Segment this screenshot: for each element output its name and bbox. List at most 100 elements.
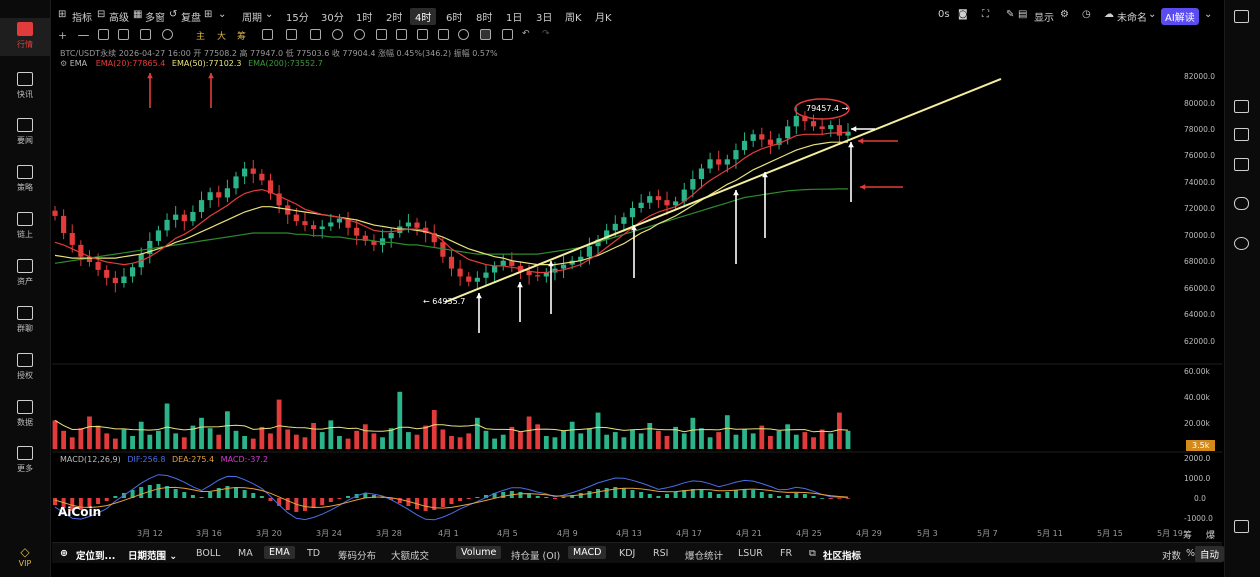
ema-settings-icon[interactable]: ⚙ xyxy=(60,59,68,68)
interval-8h[interactable]: 8时 xyxy=(476,13,493,24)
indicator-ema[interactable]: EMA xyxy=(264,546,295,559)
vip-button[interactable]: ◇ VIP xyxy=(0,545,50,568)
clock-icon[interactable]: ◷ xyxy=(1082,9,1091,20)
redo-icon[interactable]: ↷ xyxy=(542,29,550,39)
main-chart-toggle[interactable]: 主 xyxy=(196,32,206,42)
lock-icon[interactable] xyxy=(417,29,428,40)
sidebar-item-headlines[interactable]: 要闻 xyxy=(0,118,50,146)
undo-icon[interactable]: ↶ xyxy=(522,29,530,39)
chips-toggle[interactable]: 筹 xyxy=(237,32,247,42)
indicator-volume[interactable]: Volume xyxy=(456,546,502,559)
grid-icon[interactable] xyxy=(1234,520,1249,533)
fullscreen-icon[interactable]: ⛶ xyxy=(982,9,989,20)
crosshair-icon[interactable]: + xyxy=(58,29,68,42)
candle xyxy=(302,221,308,226)
restore-button[interactable]: 复盘 xyxy=(181,13,201,24)
pen-icon[interactable] xyxy=(376,29,387,40)
date-range-button[interactable]: 日期范围 ⌄ xyxy=(128,551,178,562)
percent-toggle[interactable]: % xyxy=(1186,548,1196,559)
interval-3d[interactable]: 3日 xyxy=(536,13,553,24)
cloud-icon[interactable]: ☁ xyxy=(1104,9,1114,20)
target-icon[interactable] xyxy=(458,29,469,40)
advanced-button[interactable]: 高级 xyxy=(109,13,129,24)
indicator-chip-distribution[interactable]: 筹码分布 xyxy=(338,551,377,562)
sidebar-item-strategy[interactable]: 策略 xyxy=(0,165,50,193)
sidebar-item-news-flash[interactable]: 快讯 xyxy=(0,72,50,100)
bot-icon[interactable] xyxy=(1234,197,1249,210)
trash-icon[interactable] xyxy=(502,29,513,40)
link-icon[interactable] xyxy=(310,29,321,40)
indicator-macd[interactable]: MACD xyxy=(568,546,607,559)
grid-icon[interactable]: ⊞ xyxy=(204,9,213,20)
filter-icon[interactable] xyxy=(480,29,491,40)
indicator-td[interactable]: TD xyxy=(307,548,321,559)
chevron-down-icon[interactable] xyxy=(162,29,173,40)
chevron-down-icon[interactable]: ⌄ xyxy=(1204,9,1213,20)
display-button[interactable]: 显示 xyxy=(1034,13,1054,24)
channel-icon[interactable] xyxy=(118,29,129,40)
indicator-kdj[interactable]: KDJ xyxy=(619,548,636,559)
link-icon[interactable] xyxy=(1234,237,1249,250)
interval-4h[interactable]: 4时 xyxy=(410,8,437,25)
layout-name[interactable]: 未命名 xyxy=(1117,13,1147,24)
sidebar-item-chain[interactable]: 链上 xyxy=(0,212,50,240)
sidebar-item-data[interactable]: 数据 xyxy=(0,400,50,428)
indicators-button[interactable]: 指标 xyxy=(72,13,92,24)
panel-icon[interactable] xyxy=(1234,10,1249,23)
eye-icon[interactable] xyxy=(396,29,407,40)
chevron-down-icon[interactable]: ⌄ xyxy=(265,9,274,20)
interval-15m[interactable]: 15分 xyxy=(286,13,309,24)
indicator-liquidation[interactable]: 爆仓统计 xyxy=(685,551,724,562)
list-icon[interactable] xyxy=(1234,128,1249,141)
orderbook-icon[interactable] xyxy=(1234,100,1249,113)
community-indicators-button[interactable]: 社区指标 xyxy=(823,551,862,562)
liquidation-panel-toggle[interactable]: 爆 xyxy=(1206,531,1216,541)
indicator-large-trades[interactable]: 大额成交 xyxy=(391,551,430,562)
magnet-icon[interactable] xyxy=(332,29,343,40)
sidebar-item-auth[interactable]: 授权 xyxy=(0,353,50,381)
edit-icon[interactable]: ✎ xyxy=(1006,9,1015,20)
fib-icon[interactable] xyxy=(140,29,151,40)
ai-analysis-button[interactable]: AI解读 xyxy=(1161,8,1199,25)
large-toggle[interactable]: 大 xyxy=(217,32,227,42)
multi-window-button[interactable]: 多窗 xyxy=(145,13,165,24)
sidebar-label: 快讯 xyxy=(17,90,33,99)
layers-icon[interactable] xyxy=(1234,158,1249,171)
camera-icon[interactable]: ◙ xyxy=(958,9,968,20)
settings-icon[interactable]: ⚙ xyxy=(1060,9,1069,20)
interval-2h[interactable]: 2时 xyxy=(386,13,403,24)
copy-icon[interactable] xyxy=(286,29,297,40)
chips-panel-toggle[interactable]: 筹 xyxy=(1183,531,1193,541)
log-scale-toggle[interactable]: 对数 xyxy=(1162,551,1182,562)
indicator-lsur[interactable]: LSUR xyxy=(738,548,763,559)
indicator-boll[interactable]: BOLL xyxy=(196,548,221,559)
sidebar-item-market[interactable]: 行情 xyxy=(0,18,50,56)
line-icon[interactable] xyxy=(78,35,89,36)
locate-button[interactable]: 定位到... xyxy=(76,551,116,562)
sidebar-item-more[interactable]: 更多 xyxy=(0,446,50,474)
save-icon[interactable] xyxy=(438,29,449,40)
period-button[interactable]: 周期 xyxy=(242,13,262,24)
volume-bar xyxy=(69,437,75,449)
interval-6h[interactable]: 6时 xyxy=(446,13,463,24)
sidebar-item-assets[interactable]: 资产 xyxy=(0,259,50,287)
indicator-ma[interactable]: MA xyxy=(238,548,253,559)
indicator-rsi[interactable]: RSI xyxy=(653,548,669,559)
interval-30m[interactable]: 30分 xyxy=(321,13,344,24)
sidebar-item-chat[interactable]: 群聊 xyxy=(0,306,50,334)
layout-icon[interactable]: ▤ xyxy=(1018,9,1028,20)
interval-1h[interactable]: 1时 xyxy=(356,13,373,24)
chevron-down-icon[interactable]: ⌄ xyxy=(1148,9,1157,20)
interval-month[interactable]: 月K xyxy=(595,13,612,24)
interval-1d[interactable]: 1日 xyxy=(506,13,523,24)
indicator-fr[interactable]: FR xyxy=(780,548,793,559)
hline-icon[interactable] xyxy=(98,29,109,40)
chevron-down-icon[interactable]: ⌄ xyxy=(218,9,227,20)
interval-week[interactable]: 周K xyxy=(565,13,582,24)
brush-icon[interactable] xyxy=(262,29,273,40)
headline-icon xyxy=(17,118,33,132)
indicator-open-interest[interactable]: 持仓量 (OI) xyxy=(511,551,561,562)
zoom-icon[interactable] xyxy=(354,29,365,40)
auto-scale-toggle[interactable]: 自动 xyxy=(1195,546,1225,562)
